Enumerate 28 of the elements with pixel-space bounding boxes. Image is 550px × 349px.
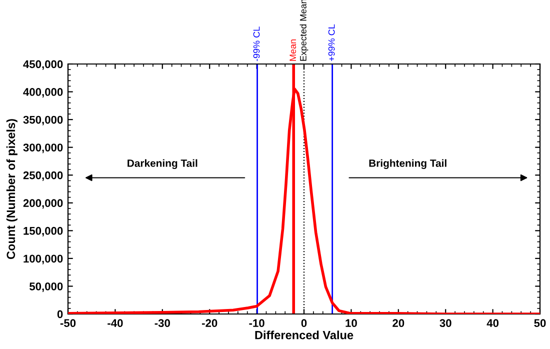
x-tick-label: -30 <box>154 319 170 328</box>
ref-line-label: Mean <box>290 40 296 61</box>
y-tick-label: 300,000 <box>23 144 63 154</box>
x-tick-label: 0 <box>301 319 307 328</box>
x-tick-label: 40 <box>486 319 499 328</box>
y-tick-label: 150,000 <box>24 226 63 236</box>
x-axis-title: Differenced Value <box>255 330 354 340</box>
ref-line-label: -99% CL <box>253 26 260 62</box>
y-tick-label: 250,000 <box>23 171 63 181</box>
y-tick-label: 350,000 <box>23 116 63 126</box>
y-tick-label: 400,000 <box>23 88 63 98</box>
x-tick-label: -10 <box>249 319 264 328</box>
ref-line-label: +99% CL <box>328 24 335 62</box>
y-axis-title: Count (Number of pixels) <box>6 119 18 260</box>
y-tick-label: 0 <box>57 310 63 318</box>
x-tick-label: 30 <box>440 319 452 328</box>
y-tick-label: 50,000 <box>30 282 63 292</box>
x-tick-label: 20 <box>392 319 404 328</box>
y-tick-label: 450,000 <box>23 60 63 70</box>
x-tick-label: -20 <box>202 319 218 328</box>
y-tick-label: 100,000 <box>24 254 63 264</box>
x-tick-label: -40 <box>108 319 123 328</box>
annotation: Darkening Tail <box>128 159 198 169</box>
annotation: Brightening Tail <box>369 159 446 169</box>
x-tick-label: -50 <box>60 319 76 328</box>
y-tick-label: 200,000 <box>23 199 63 209</box>
x-tick-label: 10 <box>346 319 357 328</box>
x-tick-label: 50 <box>534 319 546 328</box>
